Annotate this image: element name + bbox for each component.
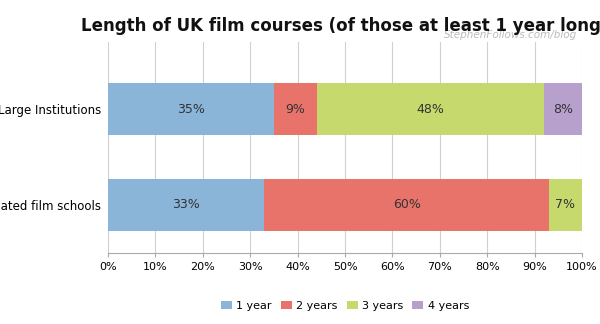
- Title: Length of UK film courses (of those at least 1 year long): Length of UK film courses (of those at l…: [82, 17, 600, 35]
- Legend: 1 year, 2 years, 3 years, 4 years: 1 year, 2 years, 3 years, 4 years: [217, 296, 473, 315]
- Text: 35%: 35%: [177, 103, 205, 116]
- Text: 9%: 9%: [285, 103, 305, 116]
- Bar: [108, 83, 274, 135]
- Bar: [317, 83, 544, 135]
- Text: 60%: 60%: [392, 198, 421, 211]
- Bar: [265, 179, 549, 231]
- Bar: [274, 83, 317, 135]
- Bar: [108, 179, 265, 231]
- Text: 8%: 8%: [553, 103, 573, 116]
- Text: 7%: 7%: [556, 198, 575, 211]
- Text: 33%: 33%: [172, 198, 200, 211]
- Text: StephenFollows.com/blog: StephenFollows.com/blog: [444, 30, 577, 40]
- Bar: [549, 179, 582, 231]
- Bar: [544, 83, 582, 135]
- Text: 48%: 48%: [416, 103, 444, 116]
